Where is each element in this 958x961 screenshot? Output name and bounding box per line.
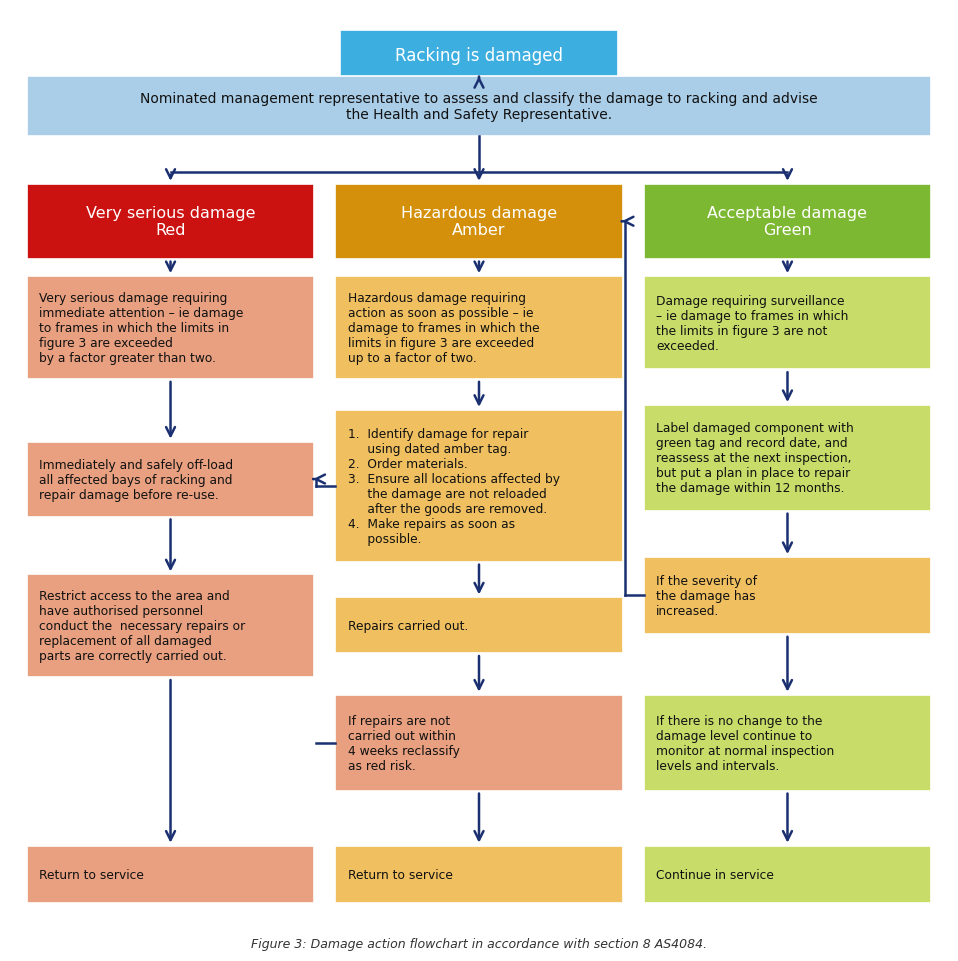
FancyBboxPatch shape	[335, 598, 623, 653]
FancyBboxPatch shape	[644, 277, 931, 370]
FancyBboxPatch shape	[335, 410, 623, 562]
Text: If repairs are not
carried out within
4 weeks reclassify
as red risk.: If repairs are not carried out within 4 …	[348, 714, 460, 772]
FancyBboxPatch shape	[335, 846, 623, 903]
Text: 1.  Identify damage for repair
     using dated amber tag.
2.  Order materials.
: 1. Identify damage for repair using date…	[348, 428, 559, 545]
Text: Return to service: Return to service	[348, 868, 452, 881]
Text: Acceptable damage
Green: Acceptable damage Green	[707, 206, 868, 238]
FancyBboxPatch shape	[27, 77, 931, 136]
Text: Nominated management representative to assess and classify the damage to racking: Nominated management representative to a…	[140, 91, 818, 122]
Text: Racking is damaged: Racking is damaged	[395, 47, 563, 64]
FancyBboxPatch shape	[27, 277, 314, 380]
Text: If the severity of
the damage has
increased.: If the severity of the damage has increa…	[656, 575, 757, 617]
FancyBboxPatch shape	[27, 575, 314, 678]
FancyBboxPatch shape	[335, 695, 623, 791]
Text: Very serious damage
Red: Very serious damage Red	[86, 206, 255, 238]
Text: Return to service: Return to service	[39, 868, 144, 881]
Text: Damage requiring surveillance
– ie damage to frames in which
the limits in figur: Damage requiring surveillance – ie damag…	[656, 294, 849, 353]
FancyBboxPatch shape	[644, 406, 931, 511]
FancyBboxPatch shape	[644, 695, 931, 791]
FancyBboxPatch shape	[27, 846, 314, 903]
FancyBboxPatch shape	[644, 185, 931, 259]
FancyBboxPatch shape	[335, 185, 623, 259]
FancyBboxPatch shape	[27, 185, 314, 259]
FancyBboxPatch shape	[644, 557, 931, 634]
Text: Figure 3: Damage action flowchart in accordance with section 8 AS4084.: Figure 3: Damage action flowchart in acc…	[251, 937, 707, 950]
Text: If there is no change to the
damage level continue to
monitor at normal inspecti: If there is no change to the damage leve…	[656, 714, 834, 772]
Text: Label damaged component with
green tag and record date, and
reassess at the next: Label damaged component with green tag a…	[656, 422, 854, 495]
Text: Very serious damage requiring
immediate attention – ie damage
to frames in which: Very serious damage requiring immediate …	[39, 292, 243, 364]
FancyBboxPatch shape	[335, 277, 623, 380]
FancyBboxPatch shape	[340, 31, 618, 81]
Text: Hazardous damage
Amber: Hazardous damage Amber	[401, 206, 557, 238]
Text: Hazardous damage requiring
action as soon as possible – ie
damage to frames in w: Hazardous damage requiring action as soo…	[348, 292, 539, 364]
Text: Immediately and safely off-load
all affected bays of racking and
repair damage b: Immediately and safely off-load all affe…	[39, 458, 234, 501]
Text: Continue in service: Continue in service	[656, 868, 774, 881]
FancyBboxPatch shape	[27, 442, 314, 517]
FancyBboxPatch shape	[644, 846, 931, 903]
Text: Restrict access to the area and
have authorised personnel
conduct the  necessary: Restrict access to the area and have aut…	[39, 590, 245, 662]
Text: Repairs carried out.: Repairs carried out.	[348, 619, 468, 632]
